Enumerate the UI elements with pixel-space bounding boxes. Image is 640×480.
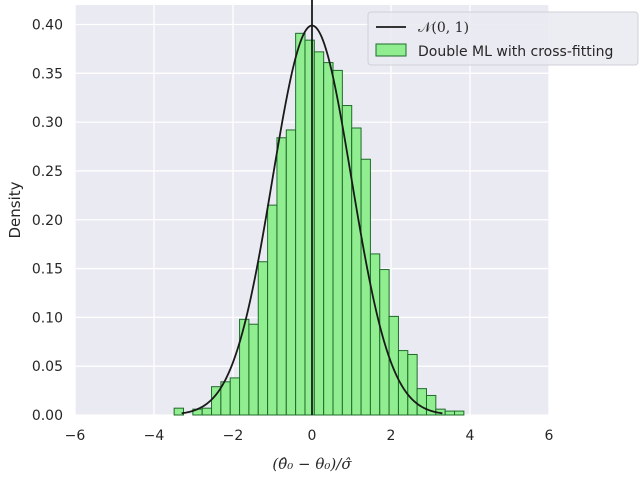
x-tick-label: −2: [223, 428, 244, 444]
histogram-bar: [323, 62, 334, 416]
y-tick-label: 0.15: [32, 262, 63, 278]
legend-box: [367, 11, 639, 66]
legend-curve-label: 𝒩(0, 1): [418, 20, 469, 36]
x-tick-label: −6: [65, 428, 86, 444]
y-tick-label: 0.20: [32, 213, 63, 229]
histogram-bar: [425, 394, 437, 416]
histogram-bar: [444, 410, 456, 416]
histogram-bar: [369, 253, 381, 416]
histogram-bar: [416, 388, 427, 416]
y-axis-label: Density: [6, 181, 24, 238]
legend: 𝒩(0, 1) Double ML with cross-fitting: [367, 11, 639, 66]
y-tick-label: 0.05: [32, 359, 63, 375]
histogram-bar: [304, 39, 315, 416]
histogram-bar: [267, 204, 278, 416]
y-tick-label: 0.25: [32, 164, 63, 180]
histogram-bar: [454, 410, 465, 416]
histogram-bar: [248, 323, 259, 416]
y-tick-label: 0.10: [32, 310, 63, 326]
histogram-bar: [173, 407, 184, 416]
x-tick-labels: −6 −4 −2 0 2 4 6: [65, 428, 554, 444]
y-tick-label: 0.35: [32, 66, 63, 82]
histogram-bar: [276, 137, 287, 416]
histogram-bar: [351, 127, 362, 416]
x-axis-label: (θ̂₀ − θ₀)/σ̂: [272, 455, 352, 473]
histogram-bar: [407, 353, 418, 416]
legend-histogram-label: Double ML with cross-fitting: [418, 44, 613, 60]
histogram-bar: [239, 318, 250, 416]
histogram-bar: [388, 315, 399, 416]
y-tick-label: 0.40: [32, 18, 63, 34]
x-tick-label: −4: [144, 428, 165, 444]
histogram-bar: [257, 261, 269, 416]
histogram-bar: [313, 51, 325, 416]
y-tick-label: 0.30: [32, 115, 63, 131]
legend-histogram-swatch: [375, 43, 407, 57]
x-tick-label: 4: [466, 428, 475, 444]
histogram-bar: [285, 129, 297, 416]
y-tick-label: 0.00: [32, 408, 63, 424]
histogram-bar: [295, 32, 306, 416]
histogram-bar: [201, 407, 213, 416]
histogram-bar: [360, 158, 371, 416]
x-tick-label: 6: [545, 428, 554, 444]
y-tick-labels: 0.00 0.05 0.10 0.15 0.20 0.25 0.30 0.35 0.40: [32, 18, 63, 424]
histogram-bar: [229, 377, 241, 416]
histogram-bars: [173, 32, 465, 416]
x-tick-label: 0: [308, 428, 317, 444]
x-tick-label: 2: [387, 428, 396, 444]
